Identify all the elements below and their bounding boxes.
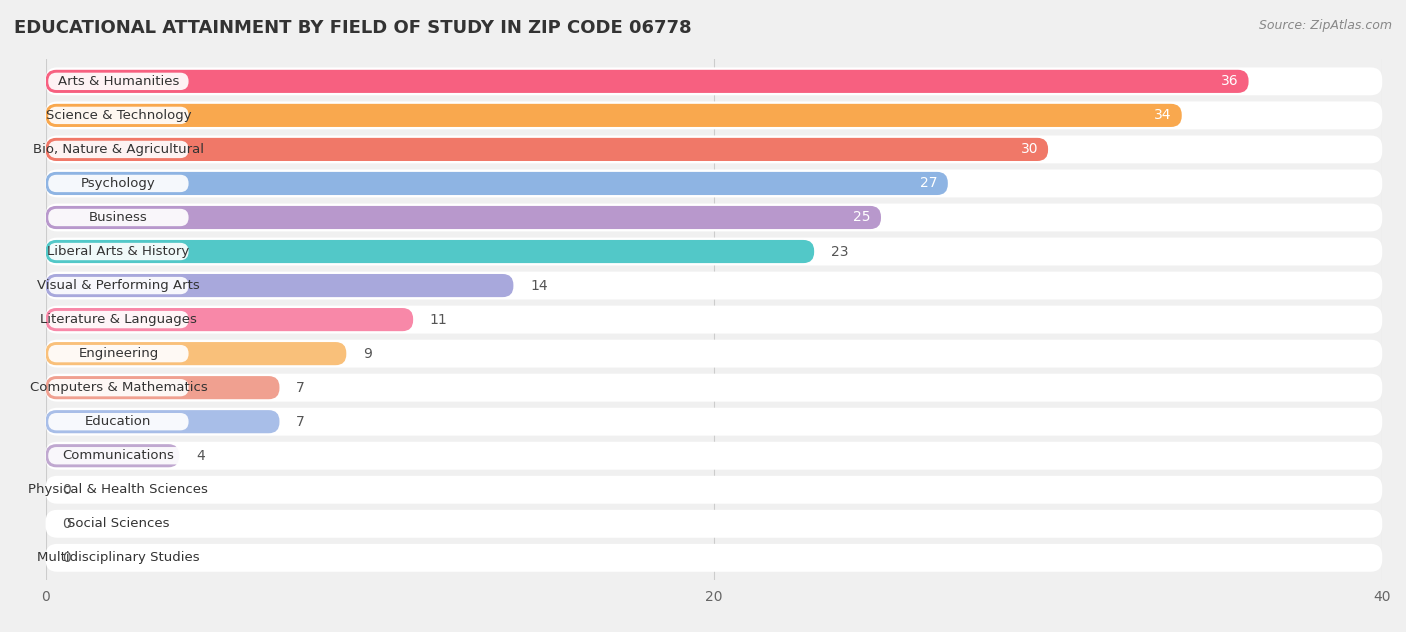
FancyBboxPatch shape bbox=[45, 68, 1382, 95]
Text: 11: 11 bbox=[430, 313, 447, 327]
FancyBboxPatch shape bbox=[48, 549, 188, 566]
Text: Engineering: Engineering bbox=[79, 347, 159, 360]
Text: Social Sciences: Social Sciences bbox=[67, 517, 170, 530]
Text: 9: 9 bbox=[363, 346, 373, 361]
FancyBboxPatch shape bbox=[45, 238, 1382, 265]
FancyBboxPatch shape bbox=[48, 413, 188, 430]
Text: Science & Technology: Science & Technology bbox=[45, 109, 191, 122]
Text: 4: 4 bbox=[195, 449, 205, 463]
FancyBboxPatch shape bbox=[48, 311, 188, 328]
Text: 34: 34 bbox=[1154, 109, 1171, 123]
FancyBboxPatch shape bbox=[45, 306, 1382, 334]
FancyBboxPatch shape bbox=[45, 476, 1382, 504]
FancyBboxPatch shape bbox=[45, 240, 814, 263]
FancyBboxPatch shape bbox=[45, 272, 1382, 300]
FancyBboxPatch shape bbox=[45, 510, 1382, 538]
Text: 7: 7 bbox=[297, 415, 305, 428]
Text: Computers & Mathematics: Computers & Mathematics bbox=[30, 381, 207, 394]
Text: Arts & Humanities: Arts & Humanities bbox=[58, 75, 179, 88]
FancyBboxPatch shape bbox=[45, 274, 513, 297]
Text: 14: 14 bbox=[530, 279, 548, 293]
FancyBboxPatch shape bbox=[45, 138, 1047, 161]
FancyBboxPatch shape bbox=[45, 102, 1382, 130]
FancyBboxPatch shape bbox=[45, 376, 280, 399]
Text: EDUCATIONAL ATTAINMENT BY FIELD OF STUDY IN ZIP CODE 06778: EDUCATIONAL ATTAINMENT BY FIELD OF STUDY… bbox=[14, 19, 692, 37]
Text: Business: Business bbox=[89, 211, 148, 224]
FancyBboxPatch shape bbox=[48, 209, 188, 226]
Text: Multidisciplinary Studies: Multidisciplinary Studies bbox=[37, 551, 200, 564]
FancyBboxPatch shape bbox=[45, 374, 1382, 401]
Text: Visual & Performing Arts: Visual & Performing Arts bbox=[37, 279, 200, 292]
FancyBboxPatch shape bbox=[45, 135, 1382, 164]
FancyBboxPatch shape bbox=[48, 447, 188, 465]
Text: Source: ZipAtlas.com: Source: ZipAtlas.com bbox=[1258, 19, 1392, 32]
Text: Physical & Health Sciences: Physical & Health Sciences bbox=[28, 483, 208, 496]
FancyBboxPatch shape bbox=[45, 70, 1249, 93]
Text: 30: 30 bbox=[1021, 142, 1038, 157]
Text: 0: 0 bbox=[62, 483, 72, 497]
FancyBboxPatch shape bbox=[45, 104, 1182, 127]
FancyBboxPatch shape bbox=[45, 172, 948, 195]
FancyBboxPatch shape bbox=[45, 308, 413, 331]
FancyBboxPatch shape bbox=[45, 442, 1382, 470]
Text: Psychology: Psychology bbox=[82, 177, 156, 190]
Text: 7: 7 bbox=[297, 380, 305, 394]
FancyBboxPatch shape bbox=[48, 141, 188, 158]
FancyBboxPatch shape bbox=[48, 379, 188, 396]
FancyBboxPatch shape bbox=[48, 515, 188, 533]
Text: Literature & Languages: Literature & Languages bbox=[39, 313, 197, 326]
Text: 25: 25 bbox=[853, 210, 870, 224]
FancyBboxPatch shape bbox=[45, 410, 280, 434]
FancyBboxPatch shape bbox=[48, 175, 188, 192]
FancyBboxPatch shape bbox=[45, 206, 882, 229]
Text: 23: 23 bbox=[831, 245, 848, 258]
Text: Liberal Arts & History: Liberal Arts & History bbox=[48, 245, 190, 258]
FancyBboxPatch shape bbox=[45, 544, 1382, 572]
FancyBboxPatch shape bbox=[45, 408, 1382, 435]
Text: 0: 0 bbox=[62, 517, 72, 531]
FancyBboxPatch shape bbox=[45, 339, 1382, 368]
FancyBboxPatch shape bbox=[48, 73, 188, 90]
FancyBboxPatch shape bbox=[45, 342, 346, 365]
FancyBboxPatch shape bbox=[45, 169, 1382, 197]
Text: Education: Education bbox=[86, 415, 152, 428]
FancyBboxPatch shape bbox=[48, 345, 188, 362]
FancyBboxPatch shape bbox=[45, 444, 179, 467]
Text: 27: 27 bbox=[921, 176, 938, 190]
FancyBboxPatch shape bbox=[48, 243, 188, 260]
Text: Communications: Communications bbox=[62, 449, 174, 462]
FancyBboxPatch shape bbox=[48, 277, 188, 295]
FancyBboxPatch shape bbox=[48, 107, 188, 124]
Text: 36: 36 bbox=[1220, 75, 1239, 88]
FancyBboxPatch shape bbox=[48, 481, 188, 499]
Text: 0: 0 bbox=[62, 551, 72, 565]
FancyBboxPatch shape bbox=[45, 204, 1382, 231]
Text: Bio, Nature & Agricultural: Bio, Nature & Agricultural bbox=[32, 143, 204, 156]
